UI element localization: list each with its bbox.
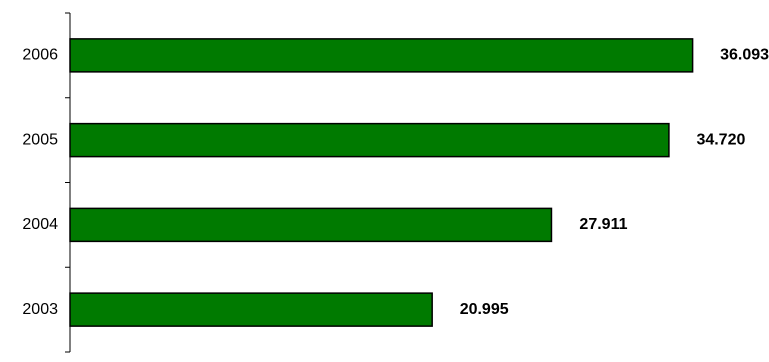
bar-2004 [69,207,553,243]
bar-2006 [69,38,694,73]
bars-layer [69,38,694,327]
data-label-2006: 36.093 [720,47,769,64]
bar-2003 [69,292,433,327]
labels-layer: 2003 20.995 2004 27.911 2005 34.720 2006 36.093 [22,47,769,318]
y-tick-label-2005: 2005 [22,131,58,148]
y-tick-label-2003: 2003 [22,301,58,318]
data-label-2003: 20.995 [460,301,509,318]
y-tick-label-2004: 2004 [22,216,58,233]
bar-2005 [69,122,670,158]
data-label-2005: 34.720 [696,131,745,148]
data-label-2004: 27.911 [579,216,627,233]
y-tick-label-2006: 2006 [22,47,58,64]
